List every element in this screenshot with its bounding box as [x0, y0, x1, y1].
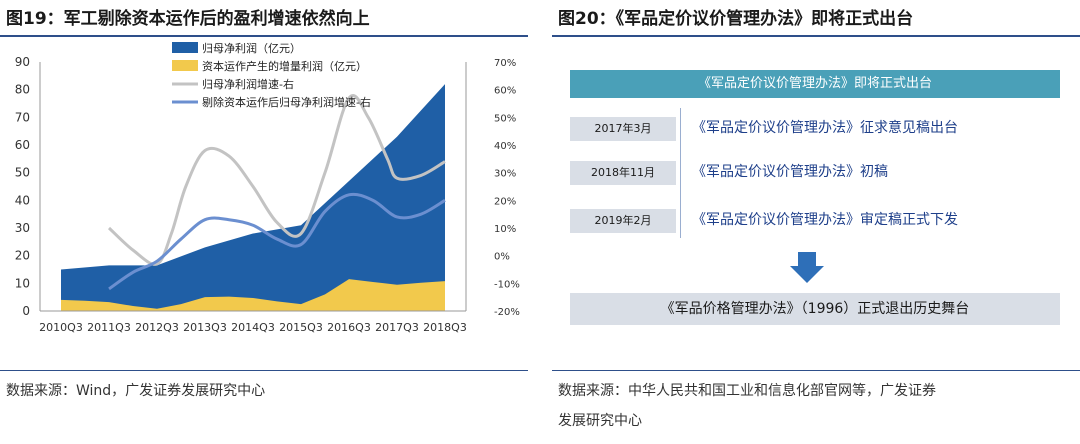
y-tick-label: 90 — [15, 55, 30, 69]
y-tick-label: 50 — [15, 166, 30, 180]
down-arrow-icon — [790, 252, 824, 283]
legend-label-2: 归母净利润增速-右 — [202, 77, 294, 91]
source-rule — [552, 370, 1080, 371]
x-tick-label: 2017Q3 — [375, 321, 419, 334]
y-tick-label: 0 — [22, 304, 30, 318]
left-panel: 图19：军工剔除资本运作后的盈利增速依然向上 0 10 20 30 40 50 60 70 80… — [0, 0, 528, 444]
x-tick-label: 2016Q3 — [327, 321, 371, 334]
y2-tick-label: -20% — [494, 307, 520, 318]
y2-tick-label: 70% — [494, 58, 516, 69]
legend-swatch-1 — [172, 60, 198, 71]
y2-tick-label: 10% — [494, 224, 516, 235]
x-tick-label: 2013Q3 — [183, 321, 227, 334]
timeline-date: 2018年11月 — [570, 161, 676, 185]
figure-20-title: 图20：《军品定价议价管理办法》即将正式出台 — [558, 9, 914, 29]
legend-label-0: 归母净利润（亿元） — [202, 41, 301, 55]
y-tick-label: 10 — [15, 276, 30, 290]
area-layer — [61, 84, 445, 311]
x-tick-label: 2014Q3 — [231, 321, 275, 334]
line-series-3 — [108, 192, 446, 291]
timeline-date: 2017年3月 — [570, 117, 676, 141]
source-line: 发展研究中心 — [558, 413, 642, 429]
right-panel: 图20：《军品定价议价管理办法》即将正式出台 《军品定价议价管理办法》即将正式出… — [552, 0, 1080, 444]
y-tick-label: 30 — [15, 221, 30, 235]
profit-chart: 0 10 20 30 40 50 60 70 80 90 -20% -10% 0% 10% 20% 30% 40… — [15, 41, 520, 334]
title-rule — [552, 35, 1080, 37]
timeline-event: 《军品定价议价管理办法》征求意见稿出台 — [692, 120, 958, 136]
timeline-date: 2019年2月 — [570, 209, 676, 233]
line-series-2 — [107, 94, 446, 266]
legend-label-1: 资本运作产生的增量利润（亿元） — [202, 59, 367, 73]
y-tick-label: 40 — [15, 193, 30, 207]
legend-swatch-0 — [172, 42, 198, 53]
x-tick-label: 2010Q3 — [39, 321, 83, 334]
area-series-0 — [61, 84, 445, 311]
area-series-1 — [61, 279, 445, 311]
y2-tick-label: 40% — [494, 141, 516, 152]
policy-banner: 《军品定价议价管理办法》即将正式出台 — [570, 70, 1060, 98]
y2-tick-label: -10% — [494, 279, 520, 290]
timeline-line — [680, 108, 681, 238]
source-rule — [0, 370, 528, 371]
y2-tick-label: 60% — [494, 86, 516, 97]
line-layer — [107, 94, 446, 291]
y2-tick-label: 50% — [494, 113, 516, 124]
y2-tick-label: 0% — [494, 252, 510, 263]
y-tick-label: 70 — [15, 110, 30, 124]
y2-tick-label: 20% — [494, 196, 516, 207]
source-line: 数据来源：中华人民共和国工业和信息化部官网等，广发证券 — [558, 383, 936, 399]
y-tick-label: 60 — [15, 138, 30, 152]
title-rule — [0, 35, 528, 37]
right-source-note: 数据来源：中华人民共和国工业和信息化部官网等，广发证券 发展研究中心 — [558, 376, 936, 436]
repeal-notice: 《军品价格管理办法》（1996）正式退出历史舞台 — [570, 293, 1060, 325]
left-source-note: 数据来源：Wind，广发证券发展研究中心 — [6, 383, 266, 399]
y-tick-label: 80 — [15, 83, 30, 97]
axes-layer: 0 10 20 30 40 50 60 70 80 90 -20% -10% 0% 10% 20% 30% 40… — [15, 55, 520, 334]
timeline-event: 《军品定价议价管理办法》审定稿正式下发 — [692, 212, 958, 228]
figure-19-title: 图19：军工剔除资本运作后的盈利增速依然向上 — [6, 9, 370, 29]
y-tick-label: 20 — [15, 249, 30, 263]
legend-label-3: 剔除资本运作后归母净利润增速-右 — [202, 95, 371, 109]
x-tick-label: 2012Q3 — [135, 321, 179, 334]
x-tick-label: 2015Q3 — [279, 321, 323, 334]
chart-legend: 归母净利润（亿元） 资本运作产生的增量利润（亿元） 归母净利润增速-右剔除资本运作后… — [172, 41, 371, 109]
timeline-event: 《军品定价议价管理办法》初稿 — [692, 164, 888, 180]
y2-tick-label: 30% — [494, 169, 516, 180]
x-tick-label: 2018Q3 — [423, 321, 467, 334]
x-tick-label: 2011Q3 — [87, 321, 131, 334]
